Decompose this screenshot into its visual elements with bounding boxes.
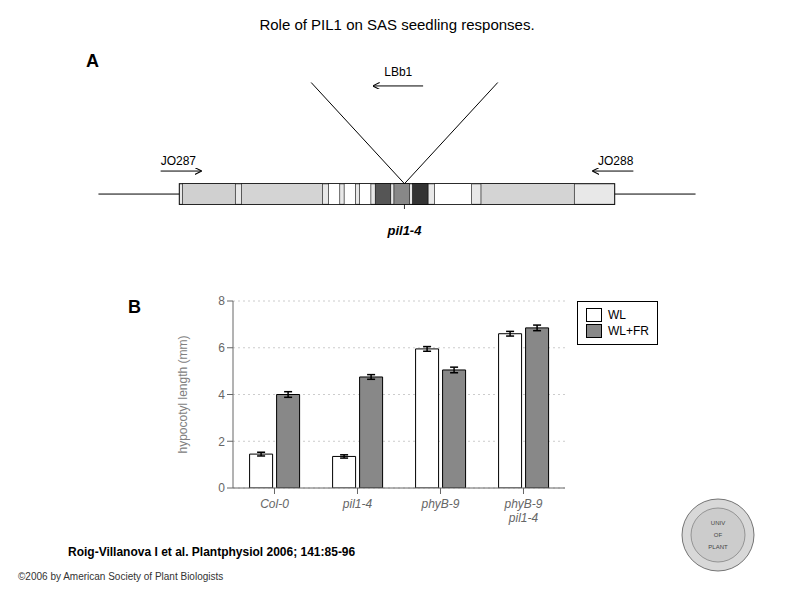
svg-text:JO288: JO288 <box>598 154 634 168</box>
svg-text:JO287: JO287 <box>161 154 197 168</box>
svg-text:phyB-9: phyB-9 <box>420 497 459 511</box>
html-text:WL+FR: WL+FR <box>608 324 649 338</box>
svg-text:pil1-4: pil1-4 <box>342 497 373 511</box>
svg-text:Roig-Villanova I et al. Plantp: Roig-Villanova I et al. Plantphysiol 200… <box>68 545 356 559</box>
svg-text:LBb1: LBb1 <box>384 65 412 79</box>
svg-text:hypocotyl length (mm): hypocotyl length (mm) <box>176 335 190 453</box>
svg-text:0: 0 <box>218 481 225 495</box>
svg-text:4: 4 <box>218 388 225 402</box>
svg-text:UNIV: UNIV <box>711 520 725 526</box>
svg-text:pil1-4: pil1-4 <box>386 223 422 238</box>
svg-text:PLANT: PLANT <box>708 544 728 550</box>
svg-text:Col-0: Col-0 <box>260 497 289 511</box>
svg-text:8: 8 <box>218 294 225 308</box>
svg-text:OF: OF <box>714 532 723 538</box>
svg-text:6: 6 <box>218 341 225 355</box>
svg-text:A: A <box>86 51 99 71</box>
svg-text:Role of PIL1 on SAS seedling r: Role of PIL1 on SAS seedling responses. <box>259 16 534 33</box>
html-text:WL: WL <box>608 308 626 322</box>
svg-text:B: B <box>128 297 141 317</box>
svg-text:©2006 by American Society of P: ©2006 by American Society of Plant Biolo… <box>18 571 223 582</box>
svg-text:phyB-9pil1-4: phyB-9pil1-4 <box>503 497 542 525</box>
svg-text:2: 2 <box>218 435 225 449</box>
